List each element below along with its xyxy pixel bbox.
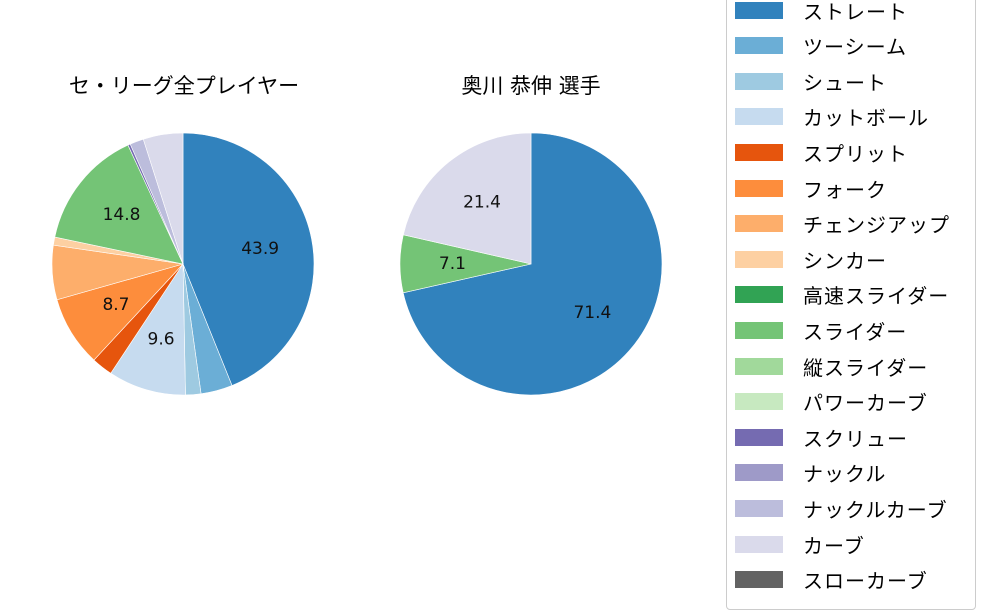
legend-label: ツーシーム bbox=[803, 35, 907, 60]
legend-label: 高速スライダー bbox=[803, 284, 950, 309]
legend-item: ナックルカーブ bbox=[735, 493, 948, 523]
legend-label: カーブ bbox=[803, 533, 865, 558]
slice-percent-label: 7.1 bbox=[439, 254, 466, 274]
legend-swatch bbox=[735, 535, 783, 553]
legend-swatch bbox=[735, 1, 783, 19]
legend-label: スプリット bbox=[803, 141, 908, 166]
legend-item: ツーシーム bbox=[735, 31, 907, 61]
legend-label: ナックル bbox=[803, 462, 887, 487]
legend-swatch bbox=[735, 321, 783, 339]
legend-item: シンカー bbox=[735, 244, 887, 274]
legend-item: スプリット bbox=[735, 137, 908, 167]
legend-label: カットボール bbox=[803, 106, 929, 131]
legend-swatch bbox=[735, 37, 783, 55]
pie-slice bbox=[142, 132, 184, 265]
legend-item: スクリュー bbox=[735, 422, 908, 452]
legend-swatch bbox=[735, 143, 783, 161]
legend-label: スクリュー bbox=[803, 426, 908, 451]
legend-label: パワーカーブ bbox=[803, 391, 928, 416]
legend-swatch bbox=[735, 571, 783, 589]
legend: ストレートツーシームシュートカットボール スプリットフォークチェンジアップ シンカー… bbox=[726, 0, 976, 610]
legend-swatch bbox=[735, 108, 783, 126]
legend-swatch bbox=[735, 179, 783, 197]
legend-item: ストレート bbox=[735, 0, 908, 25]
pie-slice bbox=[54, 144, 184, 265]
legend-item: スローカーブ bbox=[735, 565, 928, 595]
legend-swatch bbox=[735, 464, 783, 482]
legend-swatch bbox=[735, 250, 783, 268]
slice-percent-label: 43.9 bbox=[241, 239, 279, 259]
legend-swatch bbox=[735, 357, 783, 375]
slice-percent-label: 14.8 bbox=[103, 205, 141, 225]
legend-label: ストレート bbox=[803, 0, 908, 24]
league-pie-chart: 43.9 9.6 8.7 14.8 bbox=[51, 132, 315, 396]
legend-label: ナックルカーブ bbox=[803, 497, 948, 522]
legend-swatch bbox=[735, 499, 783, 517]
legend-label: スローカーブ bbox=[803, 569, 928, 594]
slice-percent-label: 71.4 bbox=[573, 303, 611, 323]
legend-item: パワーカーブ bbox=[735, 387, 928, 417]
legend-label: シュート bbox=[803, 70, 887, 95]
legend-item: 高速スライダー bbox=[735, 280, 949, 310]
pie-slice bbox=[402, 132, 663, 396]
legend-swatch bbox=[735, 428, 783, 446]
legend-swatch bbox=[735, 72, 783, 90]
legend-item: フォーク bbox=[735, 173, 887, 203]
legend-item: カットボール bbox=[735, 102, 929, 132]
legend-label: スライダー bbox=[803, 319, 908, 344]
slice-percent-label: 8.7 bbox=[102, 295, 129, 315]
legend-label: フォーク bbox=[803, 177, 887, 202]
right-chart-title: 奥川 恭伸 選手 bbox=[461, 74, 601, 98]
legend-swatch bbox=[735, 286, 783, 304]
legend-item: ナックル bbox=[735, 458, 886, 488]
legend-swatch bbox=[735, 215, 783, 233]
legend-item: カーブ bbox=[735, 529, 865, 559]
slice-percent-label: 21.4 bbox=[463, 193, 501, 213]
pie-slice bbox=[402, 132, 532, 265]
legend-item: スライダー bbox=[735, 315, 907, 345]
legend-label: 縦スライダー bbox=[803, 355, 929, 380]
legend-label: チェンジアップ bbox=[803, 213, 950, 238]
left-chart-title: セ・リーグ全プレイヤー bbox=[68, 74, 300, 98]
pie-slice bbox=[110, 263, 186, 396]
legend-item: 縦スライダー bbox=[735, 351, 928, 381]
legend-label: シンカー bbox=[803, 248, 887, 273]
slice-percent-label: 9.6 bbox=[148, 329, 175, 349]
legend-swatch bbox=[735, 393, 783, 411]
player-pie-chart: 71.4 7.1 21.4 bbox=[399, 132, 663, 396]
legend-item: シュート bbox=[735, 66, 887, 96]
legend-item: チェンジアップ bbox=[735, 209, 950, 239]
pie-slice bbox=[182, 132, 315, 386]
